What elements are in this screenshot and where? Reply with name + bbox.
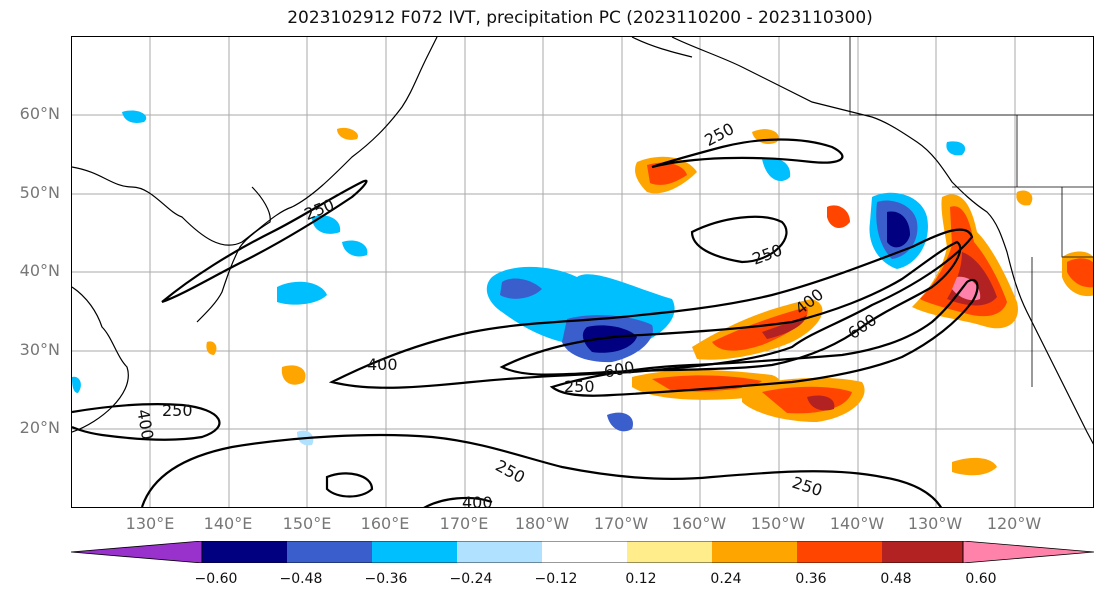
colorbar-swatch	[962, 540, 1095, 564]
colorbar-swatch	[882, 541, 967, 563]
lon-label: 170°E	[439, 514, 489, 533]
colorbar-swatch	[70, 540, 203, 564]
colorbar-tick: −0.36	[364, 571, 408, 587]
graticule	[72, 37, 1093, 507]
colorbar-swatch	[202, 541, 287, 563]
colorbar-tick: 0.48	[880, 571, 912, 587]
contour-label: 250	[564, 377, 595, 396]
lon-label: 130°W	[907, 514, 963, 533]
lon-label: 140°W	[829, 514, 885, 533]
lon-label: 150°W	[750, 514, 806, 533]
lon-label: 140°E	[203, 514, 253, 533]
lon-label: 130°E	[125, 514, 175, 533]
colorbar-swatch	[797, 541, 882, 563]
colorbar-swatch	[287, 541, 372, 563]
lon-label: 160°W	[671, 514, 727, 533]
map-canvas	[72, 37, 1093, 507]
lon-label: 150°E	[282, 514, 332, 533]
colorbar-swatch	[712, 541, 797, 563]
colorbar-graphic	[70, 540, 1095, 564]
colorbar-tick: −0.48	[279, 571, 323, 587]
political-borders	[849, 37, 1093, 387]
ivt-contours	[72, 138, 979, 507]
colorbar-tick: 0.24	[710, 571, 742, 587]
colorbar-swatch	[457, 541, 542, 563]
map-panel: 250 250 400 250 600 400 600 250 400 250 …	[71, 36, 1094, 508]
negative-precip-anomalies	[72, 110, 966, 446]
lat-label: 40°N	[19, 261, 60, 280]
colorbar-tick: 0.12	[625, 571, 657, 587]
colorbar-tick: −0.60	[194, 571, 238, 587]
lat-label: 30°N	[19, 340, 60, 359]
contour-label: 250	[162, 401, 193, 420]
contour-label: 400	[367, 355, 398, 374]
lon-label: 180°W	[514, 514, 570, 533]
lon-label: 120°W	[986, 514, 1042, 533]
colorbar-tick: −0.12	[534, 571, 578, 587]
lat-label: 20°N	[19, 418, 60, 437]
colorbar-swatch	[372, 541, 457, 563]
positive-precip-anomalies	[206, 127, 1093, 476]
colorbar-tick: 0.36	[795, 571, 827, 587]
coastlines	[72, 37, 1093, 445]
lat-label: 50°N	[19, 183, 60, 202]
contour-label: 400	[462, 493, 493, 508]
colorbar	[70, 540, 1095, 564]
lat-label: 60°N	[19, 104, 60, 123]
lon-label: 160°E	[360, 514, 410, 533]
colorbar-swatch	[627, 541, 712, 563]
colorbar-tick: −0.24	[449, 571, 493, 587]
colorbar-tick: 0.60	[965, 571, 997, 587]
lon-label: 170°W	[593, 514, 649, 533]
colorbar-swatch	[542, 541, 627, 563]
map-title: 2023102912 F072 IVT, precipitation PC (2…	[287, 8, 873, 28]
